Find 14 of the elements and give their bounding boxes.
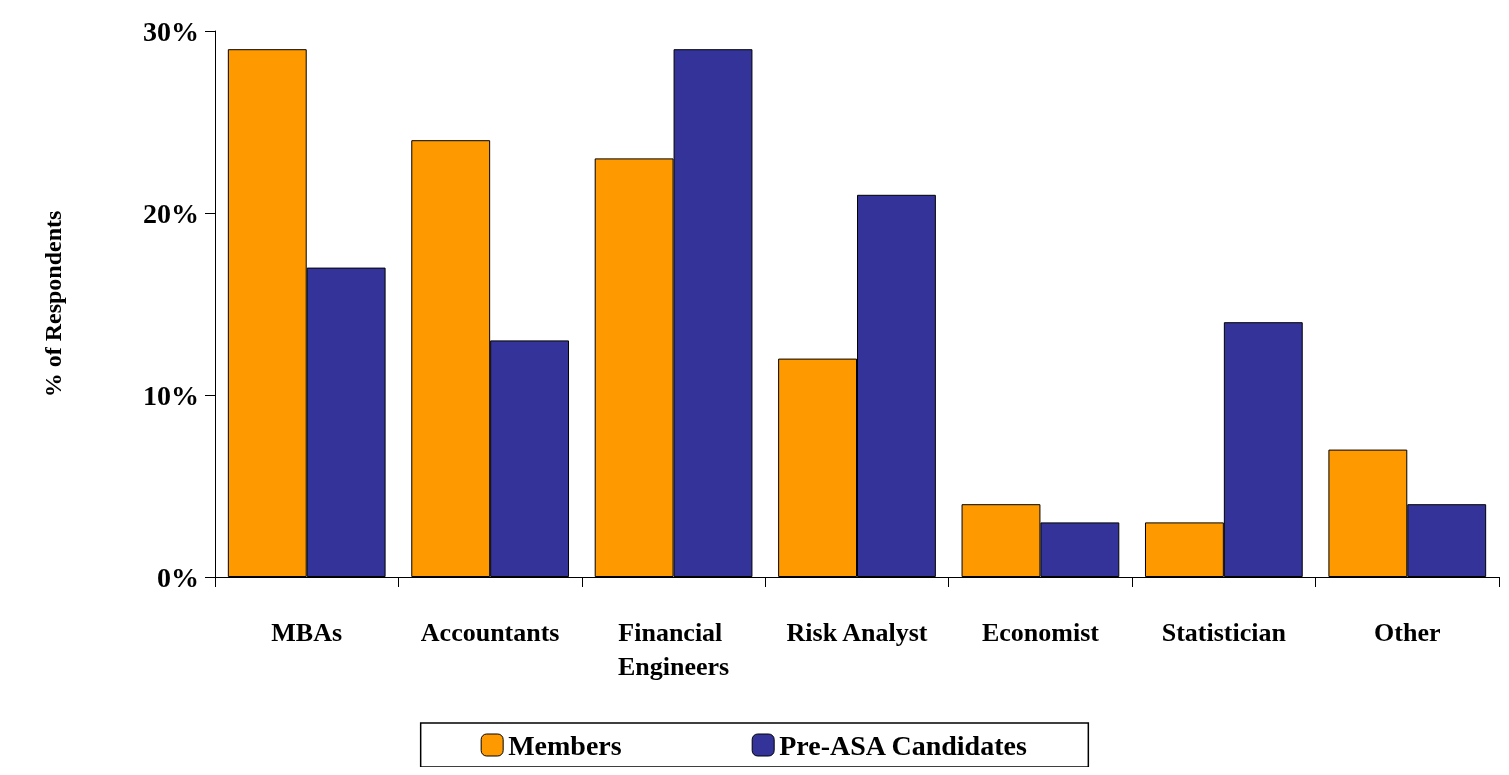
- x-tick-label: Accountants: [420, 617, 560, 647]
- x-tick-label: Economist: [981, 617, 1100, 647]
- legend-label: Members: [508, 729, 622, 761]
- y-axis-title: % of Respondents: [40, 210, 66, 398]
- y-tick-label: 20%: [143, 197, 199, 229]
- x-tick-label: Risk Analyst: [786, 617, 928, 647]
- y-tick-label: 10%: [143, 379, 199, 411]
- x-tick-label: MBAs: [271, 617, 343, 647]
- y-tick-label: 0%: [157, 561, 199, 593]
- x-tick-label: Statistician: [1161, 617, 1287, 647]
- x-tick-label: Financial Engineers: [617, 617, 730, 681]
- y-tick-label: 30%: [143, 15, 199, 47]
- x-tick-label: Other: [1374, 617, 1441, 647]
- legend-label: Pre-ASA Candidates: [779, 729, 1027, 761]
